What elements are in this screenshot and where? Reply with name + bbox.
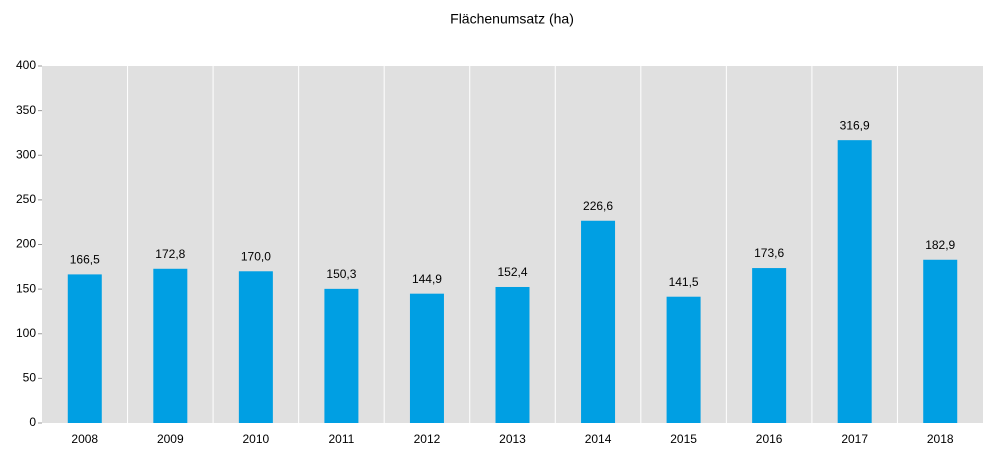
y-tick-label: 150: [16, 281, 36, 295]
y-tick-label: 100: [16, 326, 36, 340]
x-tick-label: 2012: [414, 432, 441, 446]
bar: [666, 296, 701, 423]
value-label: 182,9: [925, 238, 955, 252]
bar: [495, 286, 530, 423]
bar: [837, 140, 872, 423]
bar: [153, 268, 188, 423]
value-label: 170,0: [241, 249, 271, 263]
y-tick-label: 250: [16, 192, 36, 206]
value-label: 141,5: [669, 275, 699, 289]
value-label: 172,8: [155, 247, 185, 261]
value-label: 144,9: [412, 272, 442, 286]
bar: [409, 293, 444, 423]
y-tick-label: 50: [23, 371, 37, 385]
value-label: 150,3: [326, 267, 356, 281]
value-label: 173,6: [754, 246, 784, 260]
x-tick-label: 2010: [243, 432, 270, 446]
y-tick-label: 200: [16, 237, 36, 251]
chart-title: Flächenumsatz (ha): [450, 11, 574, 27]
bar: [923, 259, 958, 423]
x-tick-label: 2008: [71, 432, 98, 446]
x-tick-label: 2009: [157, 432, 184, 446]
bar: [752, 268, 787, 423]
y-tick-label: 400: [16, 58, 36, 72]
value-label: 152,4: [497, 265, 527, 279]
x-tick-label: 2015: [670, 432, 697, 446]
y-tick-label: 300: [16, 147, 36, 161]
x-tick-label: 2018: [927, 432, 954, 446]
bar: [581, 220, 616, 423]
x-tick-label: 2016: [756, 432, 783, 446]
x-tick-label: 2014: [585, 432, 612, 446]
bar: [324, 288, 359, 423]
bar: [238, 271, 273, 423]
x-tick-label: 2017: [841, 432, 868, 446]
value-label: 316,9: [840, 118, 870, 132]
y-tick-label: 350: [16, 103, 36, 117]
y-tick-label: 0: [29, 415, 36, 429]
bar: [67, 274, 102, 423]
x-tick-label: 2013: [499, 432, 526, 446]
value-label: 166,5: [70, 253, 100, 267]
value-label: 226,6: [583, 199, 613, 213]
x-tick-label: 2011: [329, 432, 355, 446]
